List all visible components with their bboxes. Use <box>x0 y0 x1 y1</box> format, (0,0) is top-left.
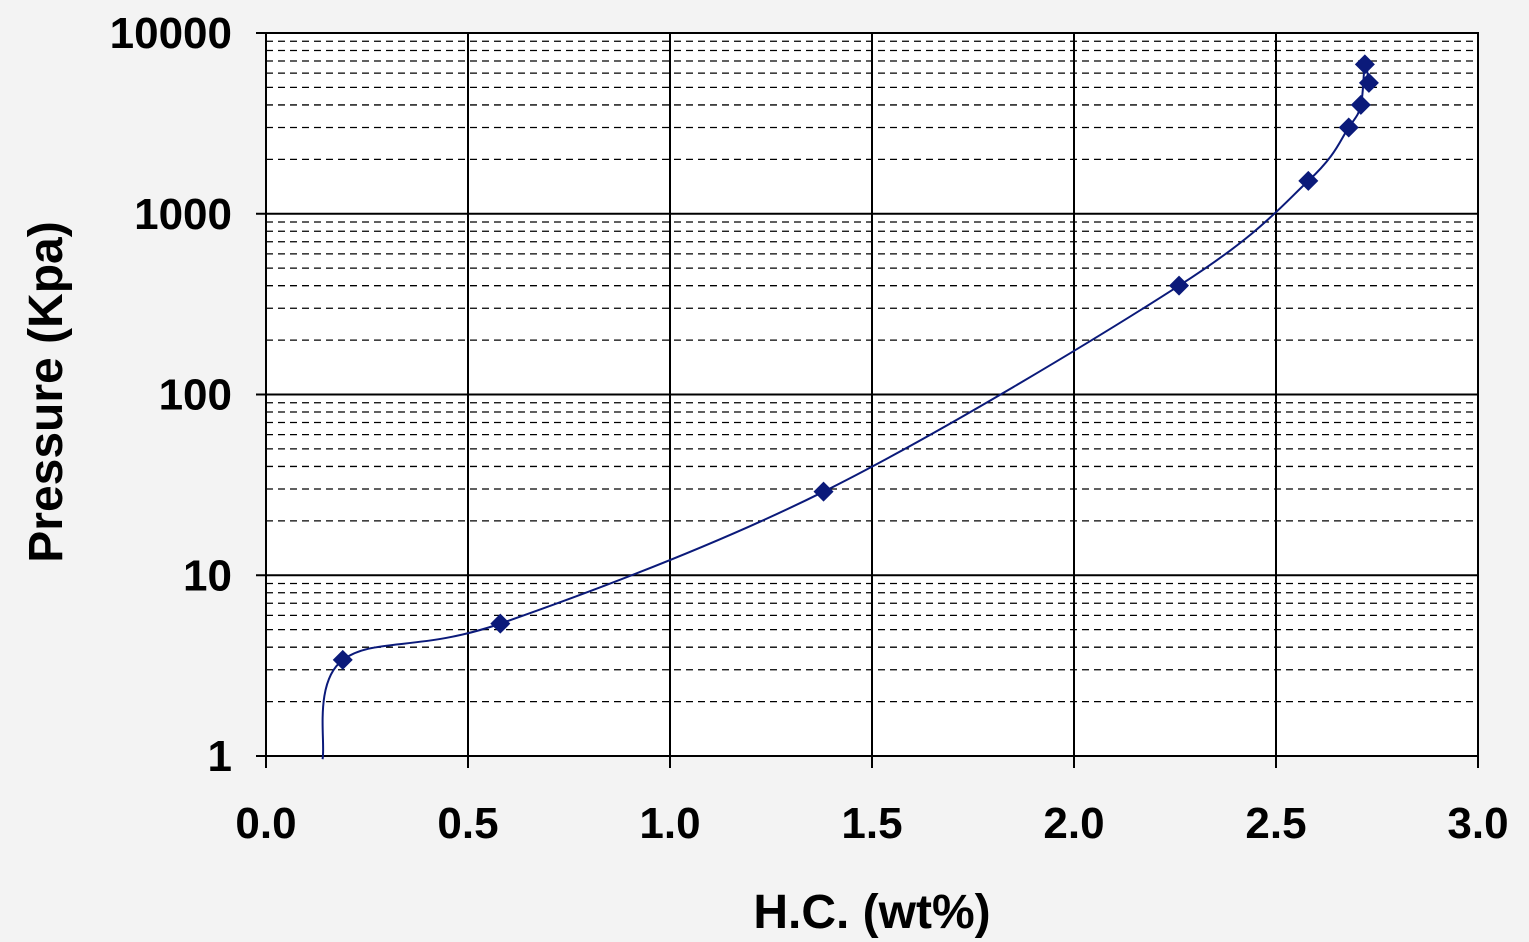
x-tick-label: 0.0 <box>235 799 296 848</box>
x-tick-label: 3.0 <box>1447 799 1508 848</box>
data-points <box>332 54 1379 670</box>
data-point <box>1354 54 1375 75</box>
y-tick-labels: 1 10 100 1000 10000 <box>110 9 232 781</box>
x-tick-label: 0.5 <box>437 799 498 848</box>
data-point <box>1358 72 1379 93</box>
data-point <box>813 481 834 502</box>
x-axis-title: H.C. (wt%) <box>753 886 990 939</box>
x-tick-labels: 0.0 0.5 1.0 1.5 2.0 2.5 3.0 <box>235 799 1508 848</box>
y-tick-label: 10 <box>183 551 232 600</box>
x-tick-label: 2.0 <box>1043 799 1104 848</box>
data-point <box>1298 170 1319 191</box>
y-tick-label: 1 <box>208 732 232 781</box>
data-point <box>1350 94 1371 115</box>
y-axis-title: Pressure (Kpa) <box>20 221 73 562</box>
data-point <box>490 613 511 634</box>
y-tick-label: 100 <box>159 371 232 420</box>
x-tick-label: 1.0 <box>639 799 700 848</box>
data-point <box>1169 275 1190 296</box>
x-tick-label: 1.5 <box>841 799 902 848</box>
plot-frame <box>265 32 1479 757</box>
y-tick-label: 1000 <box>134 190 232 239</box>
y-tick-label: 10000 <box>110 9 232 58</box>
data-point <box>1338 117 1359 138</box>
x-tick-label: 2.5 <box>1245 799 1306 848</box>
data-point <box>332 649 353 670</box>
